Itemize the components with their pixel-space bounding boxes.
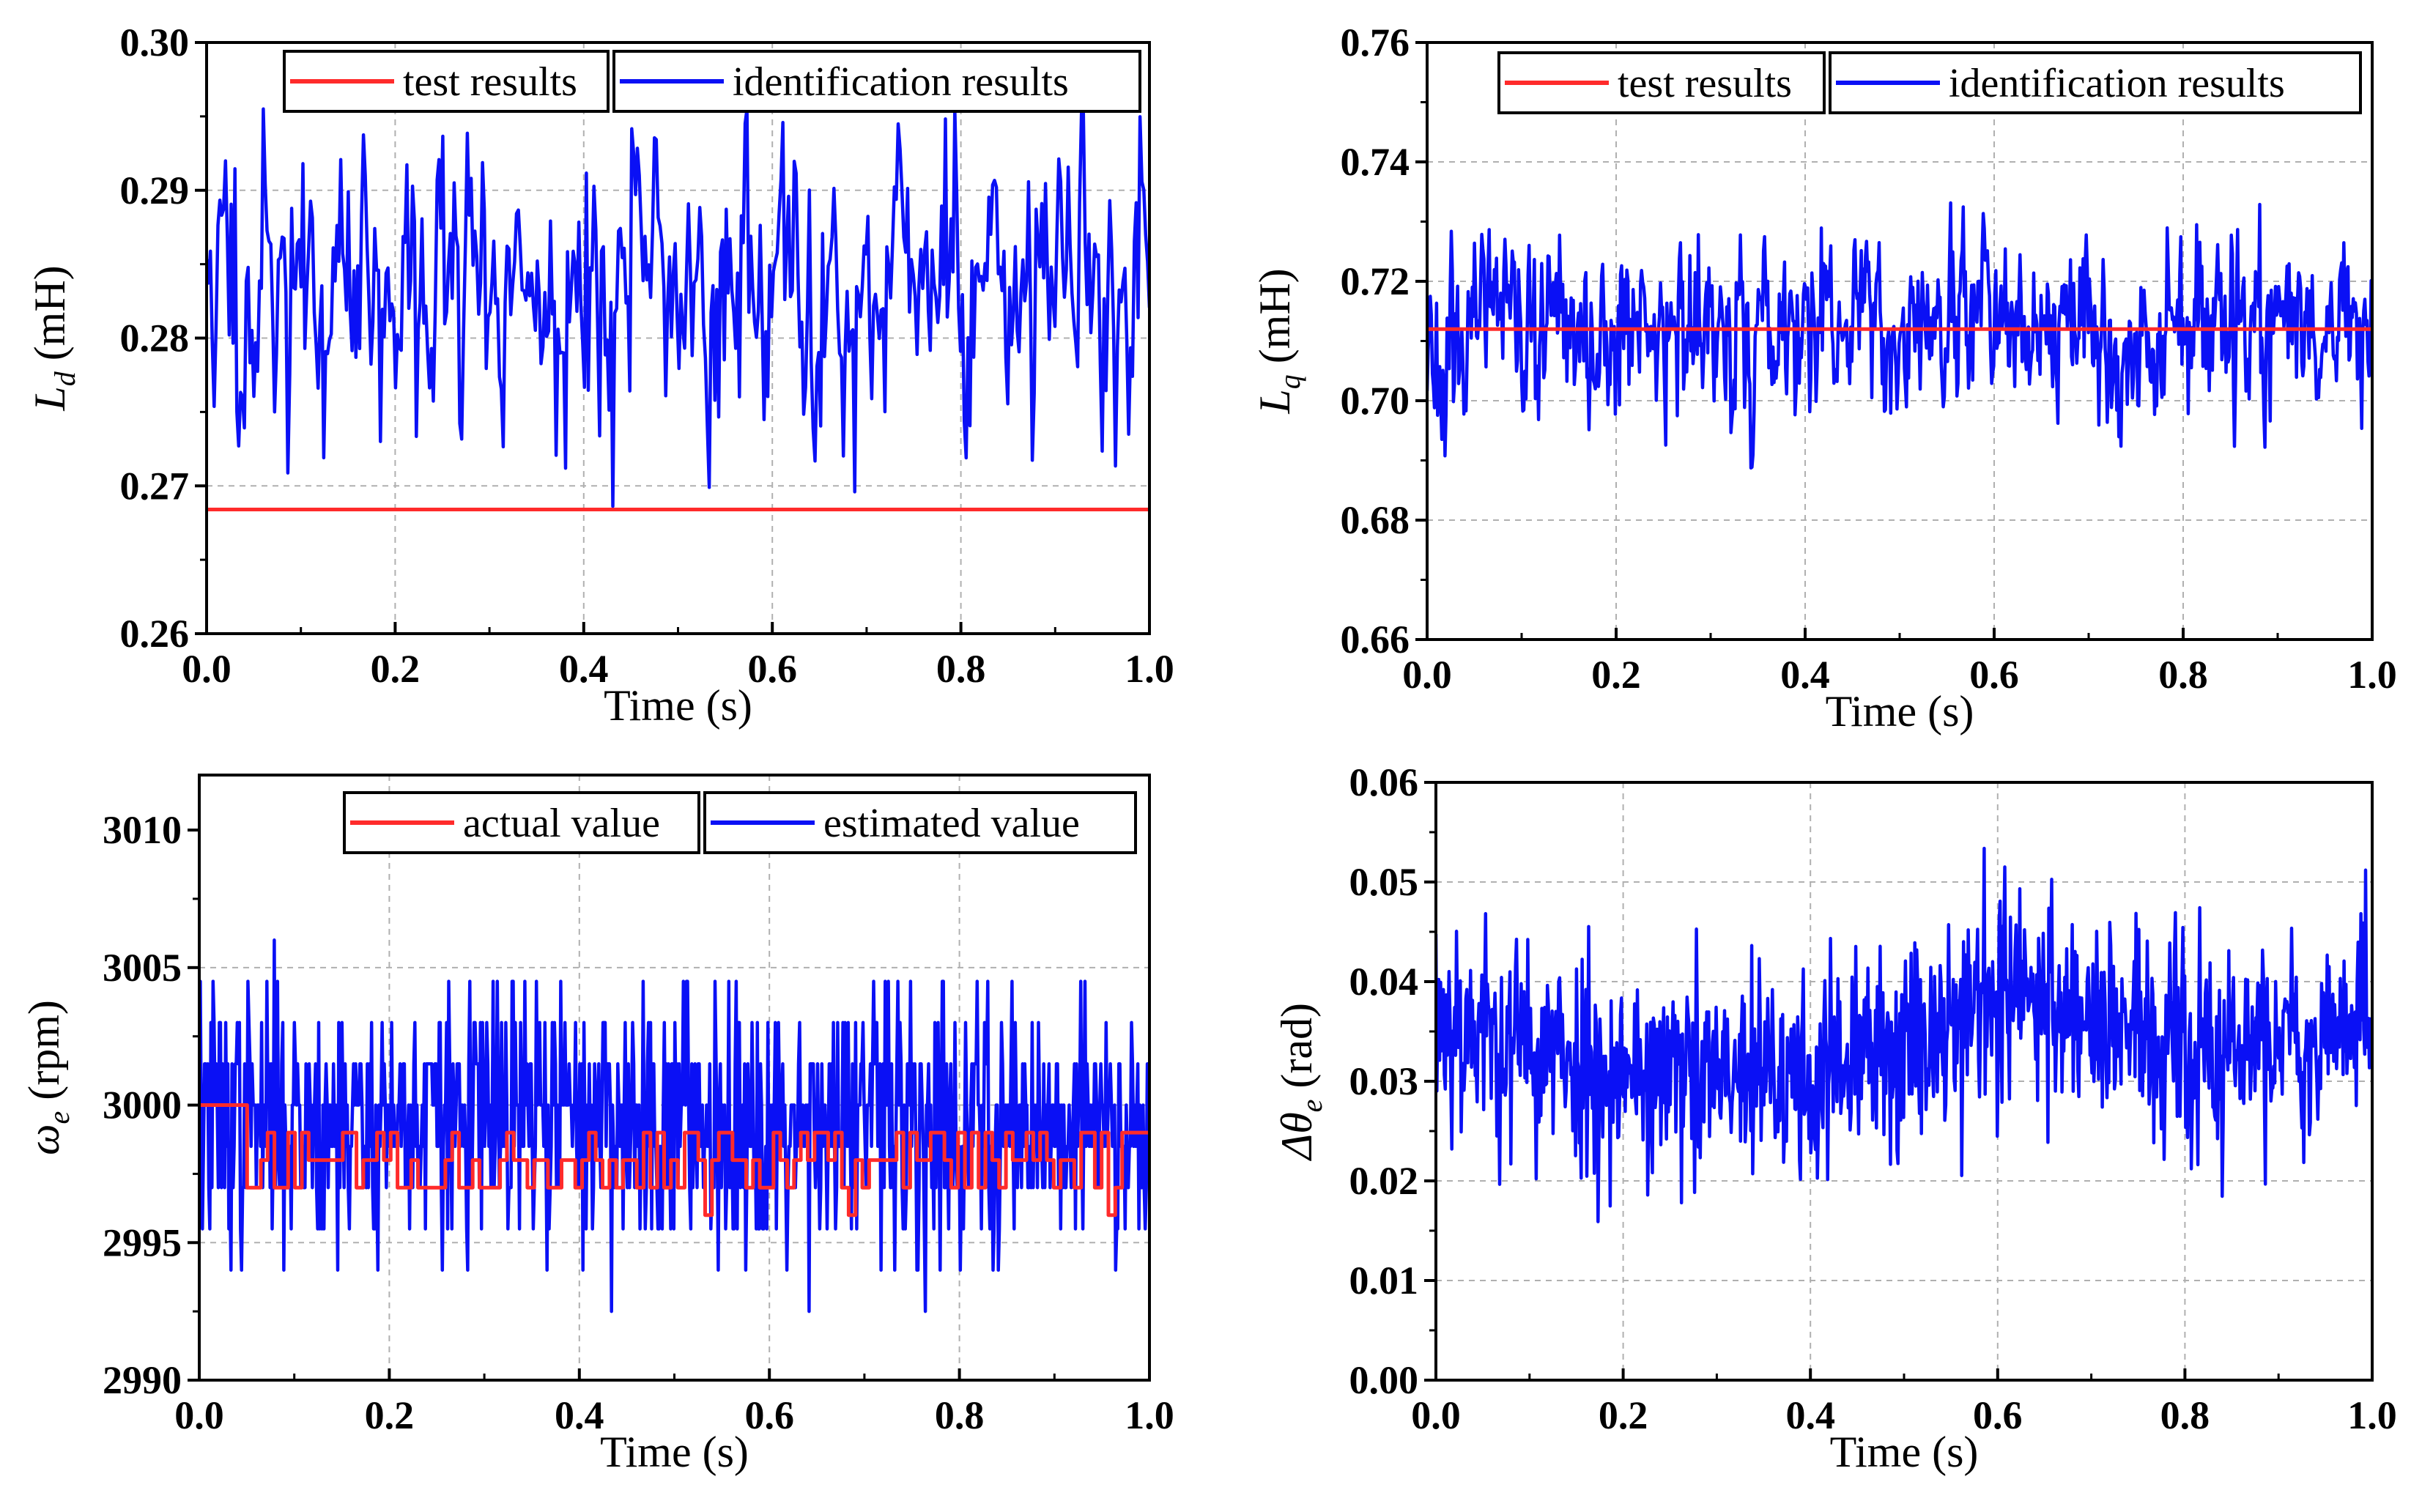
y-label-unit: (mH) <box>26 265 74 371</box>
y-tick-label: 0.00 <box>1349 1358 1419 1402</box>
series-line-actual-value <box>199 1103 1149 1218</box>
chart-panel-Lq: 0.0 0.2 0.4 0.6 0.8 1.0 0.66 0.68 0.70 0.72 0.74 0.… <box>1251 21 2397 735</box>
x-tick-label: 0.8 <box>935 1393 985 1437</box>
x-tick-label: 0.0 <box>182 647 232 691</box>
y-tick-label: 0.02 <box>1349 1159 1419 1203</box>
y-tick-label: 0.27 <box>120 464 190 508</box>
series-line-estimated-error <box>1436 846 2372 1223</box>
y-label-subscript: e <box>42 1111 75 1124</box>
y-axis-label: Δθe (rad) <box>1273 1003 1328 1161</box>
legend-box <box>343 791 700 854</box>
x-tick-label: 0.2 <box>1599 1393 1648 1437</box>
x-tick-label: 0.2 <box>371 647 421 691</box>
x-tick-label: 0.6 <box>1973 1393 2023 1437</box>
y-tick-label: 0.76 <box>1341 21 1410 64</box>
x-axis-label: Time (s) <box>604 681 752 730</box>
y-axis-label: Ld (mH) <box>26 265 81 411</box>
y-label-main: ω <box>20 1124 68 1155</box>
y-label-unit: (rad) <box>1273 1003 1321 1100</box>
y-label-subscript: d <box>48 371 81 386</box>
x-tick-label: 0.0 <box>174 1393 224 1437</box>
x-tick-label: 1.0 <box>2347 1393 2397 1437</box>
y-tick-label: 0.03 <box>1349 1059 1419 1103</box>
x-tick-label: 0.4 <box>1785 1393 1835 1437</box>
y-tick-label: 0.05 <box>1349 860 1419 904</box>
legend-entry-test-results: test results <box>283 50 610 113</box>
legend-label: test results <box>1618 61 1792 106</box>
y-axis-label: ωe (rpm) <box>20 1000 75 1155</box>
x-tick-label: 0.2 <box>1591 653 1641 697</box>
x-tick-label: 0.6 <box>1969 653 2019 697</box>
x-tick-label: 0.4 <box>1780 653 1830 697</box>
x-tick-label: 0.8 <box>2160 1393 2210 1437</box>
x-tick-label: 0.6 <box>747 647 797 691</box>
y-label-unit: (mH) <box>1251 268 1299 374</box>
legend-label: actual value <box>463 801 660 846</box>
y-label-unit: (rpm) <box>20 1000 68 1111</box>
y-tick-label: 0.70 <box>1341 379 1410 423</box>
y-tick-label: 0.74 <box>1341 140 1410 184</box>
y-tick-label: 0.68 <box>1341 498 1410 542</box>
y-tick-label: 0.06 <box>1349 760 1419 804</box>
y-tick-label: 2995 <box>103 1220 182 1264</box>
y-tick-label: 3000 <box>103 1083 182 1127</box>
x-tick-label: 1.0 <box>1125 647 1174 691</box>
y-label-main: Δθ <box>1273 1112 1321 1161</box>
legend-label: estimated value <box>823 801 1080 846</box>
chart-panel-dtheta: 0.0 0.2 0.4 0.6 0.8 1.0 0.00 0.01 0.02 0.03 0.04 0.… <box>1273 760 2397 1476</box>
x-tick-label: 0.8 <box>2158 653 2208 697</box>
chart-panel-Ld: 0.0 0.2 0.4 0.6 0.8 1.0 0.26 0.27 0.28 0.29 0.30 Ti… <box>26 21 1174 730</box>
y-label-subscript: e <box>1295 1100 1328 1113</box>
x-tick-label: 0.4 <box>559 647 609 691</box>
y-tick-label: 0.26 <box>120 612 190 656</box>
x-tick-label: 0.6 <box>744 1393 794 1437</box>
x-tick-label: 0.8 <box>936 647 986 691</box>
legend-label: identification results <box>1949 61 2285 106</box>
y-tick-label: 0.66 <box>1341 618 1410 662</box>
x-tick-label: 0.2 <box>365 1393 415 1437</box>
x-axis-label: Time (s) <box>600 1428 749 1476</box>
legend-entry-actual-value: actual value <box>343 791 700 854</box>
legend-entry-test-results: test results <box>1497 51 1826 114</box>
y-tick-label: 0.04 <box>1349 960 1419 1004</box>
y-tick-label: 3010 <box>103 808 182 852</box>
legend-entry-identification-results: identification results <box>1829 51 2362 114</box>
y-tick-label: 3005 <box>103 946 182 990</box>
y-tick-label: 0.72 <box>1341 259 1410 303</box>
y-label-main: L <box>26 386 74 411</box>
y-tick-label: 0.01 <box>1349 1259 1419 1302</box>
series-line-estimated-value <box>199 938 1149 1313</box>
series-line-identification-results <box>1427 201 2372 470</box>
x-tick-label: 0.4 <box>555 1393 604 1437</box>
y-tick-label: 2990 <box>103 1358 182 1402</box>
y-axis-label: Lq (mH) <box>1251 268 1306 414</box>
chart-panel-omega: 0.0 0.2 0.4 0.6 0.8 1.0 2990 2995 3000 3005 3010 Ti… <box>20 774 1174 1476</box>
x-axis-label: Time (s) <box>1826 687 1974 735</box>
x-tick-label: 0.0 <box>1402 653 1452 697</box>
series-line-identification-results <box>207 107 1149 508</box>
y-tick-label: 0.29 <box>120 168 190 212</box>
legend-label: test results <box>403 59 577 105</box>
y-tick-label: 0.28 <box>120 316 190 360</box>
legend-label: identification results <box>733 59 1069 105</box>
x-tick-label: 1.0 <box>1125 1393 1174 1437</box>
x-tick-label: 1.0 <box>2347 653 2397 697</box>
x-tick-label: 0.0 <box>1411 1393 1461 1437</box>
legend-entry-identification-results: identification results <box>612 50 1141 113</box>
y-label-subscript: q <box>1273 374 1306 389</box>
x-axis-label: Time (s) <box>1830 1428 1979 1476</box>
y-tick-label: 0.30 <box>120 21 190 64</box>
y-label-main: L <box>1251 389 1299 414</box>
legend-entry-estimated-value: estimated value <box>703 791 1137 854</box>
